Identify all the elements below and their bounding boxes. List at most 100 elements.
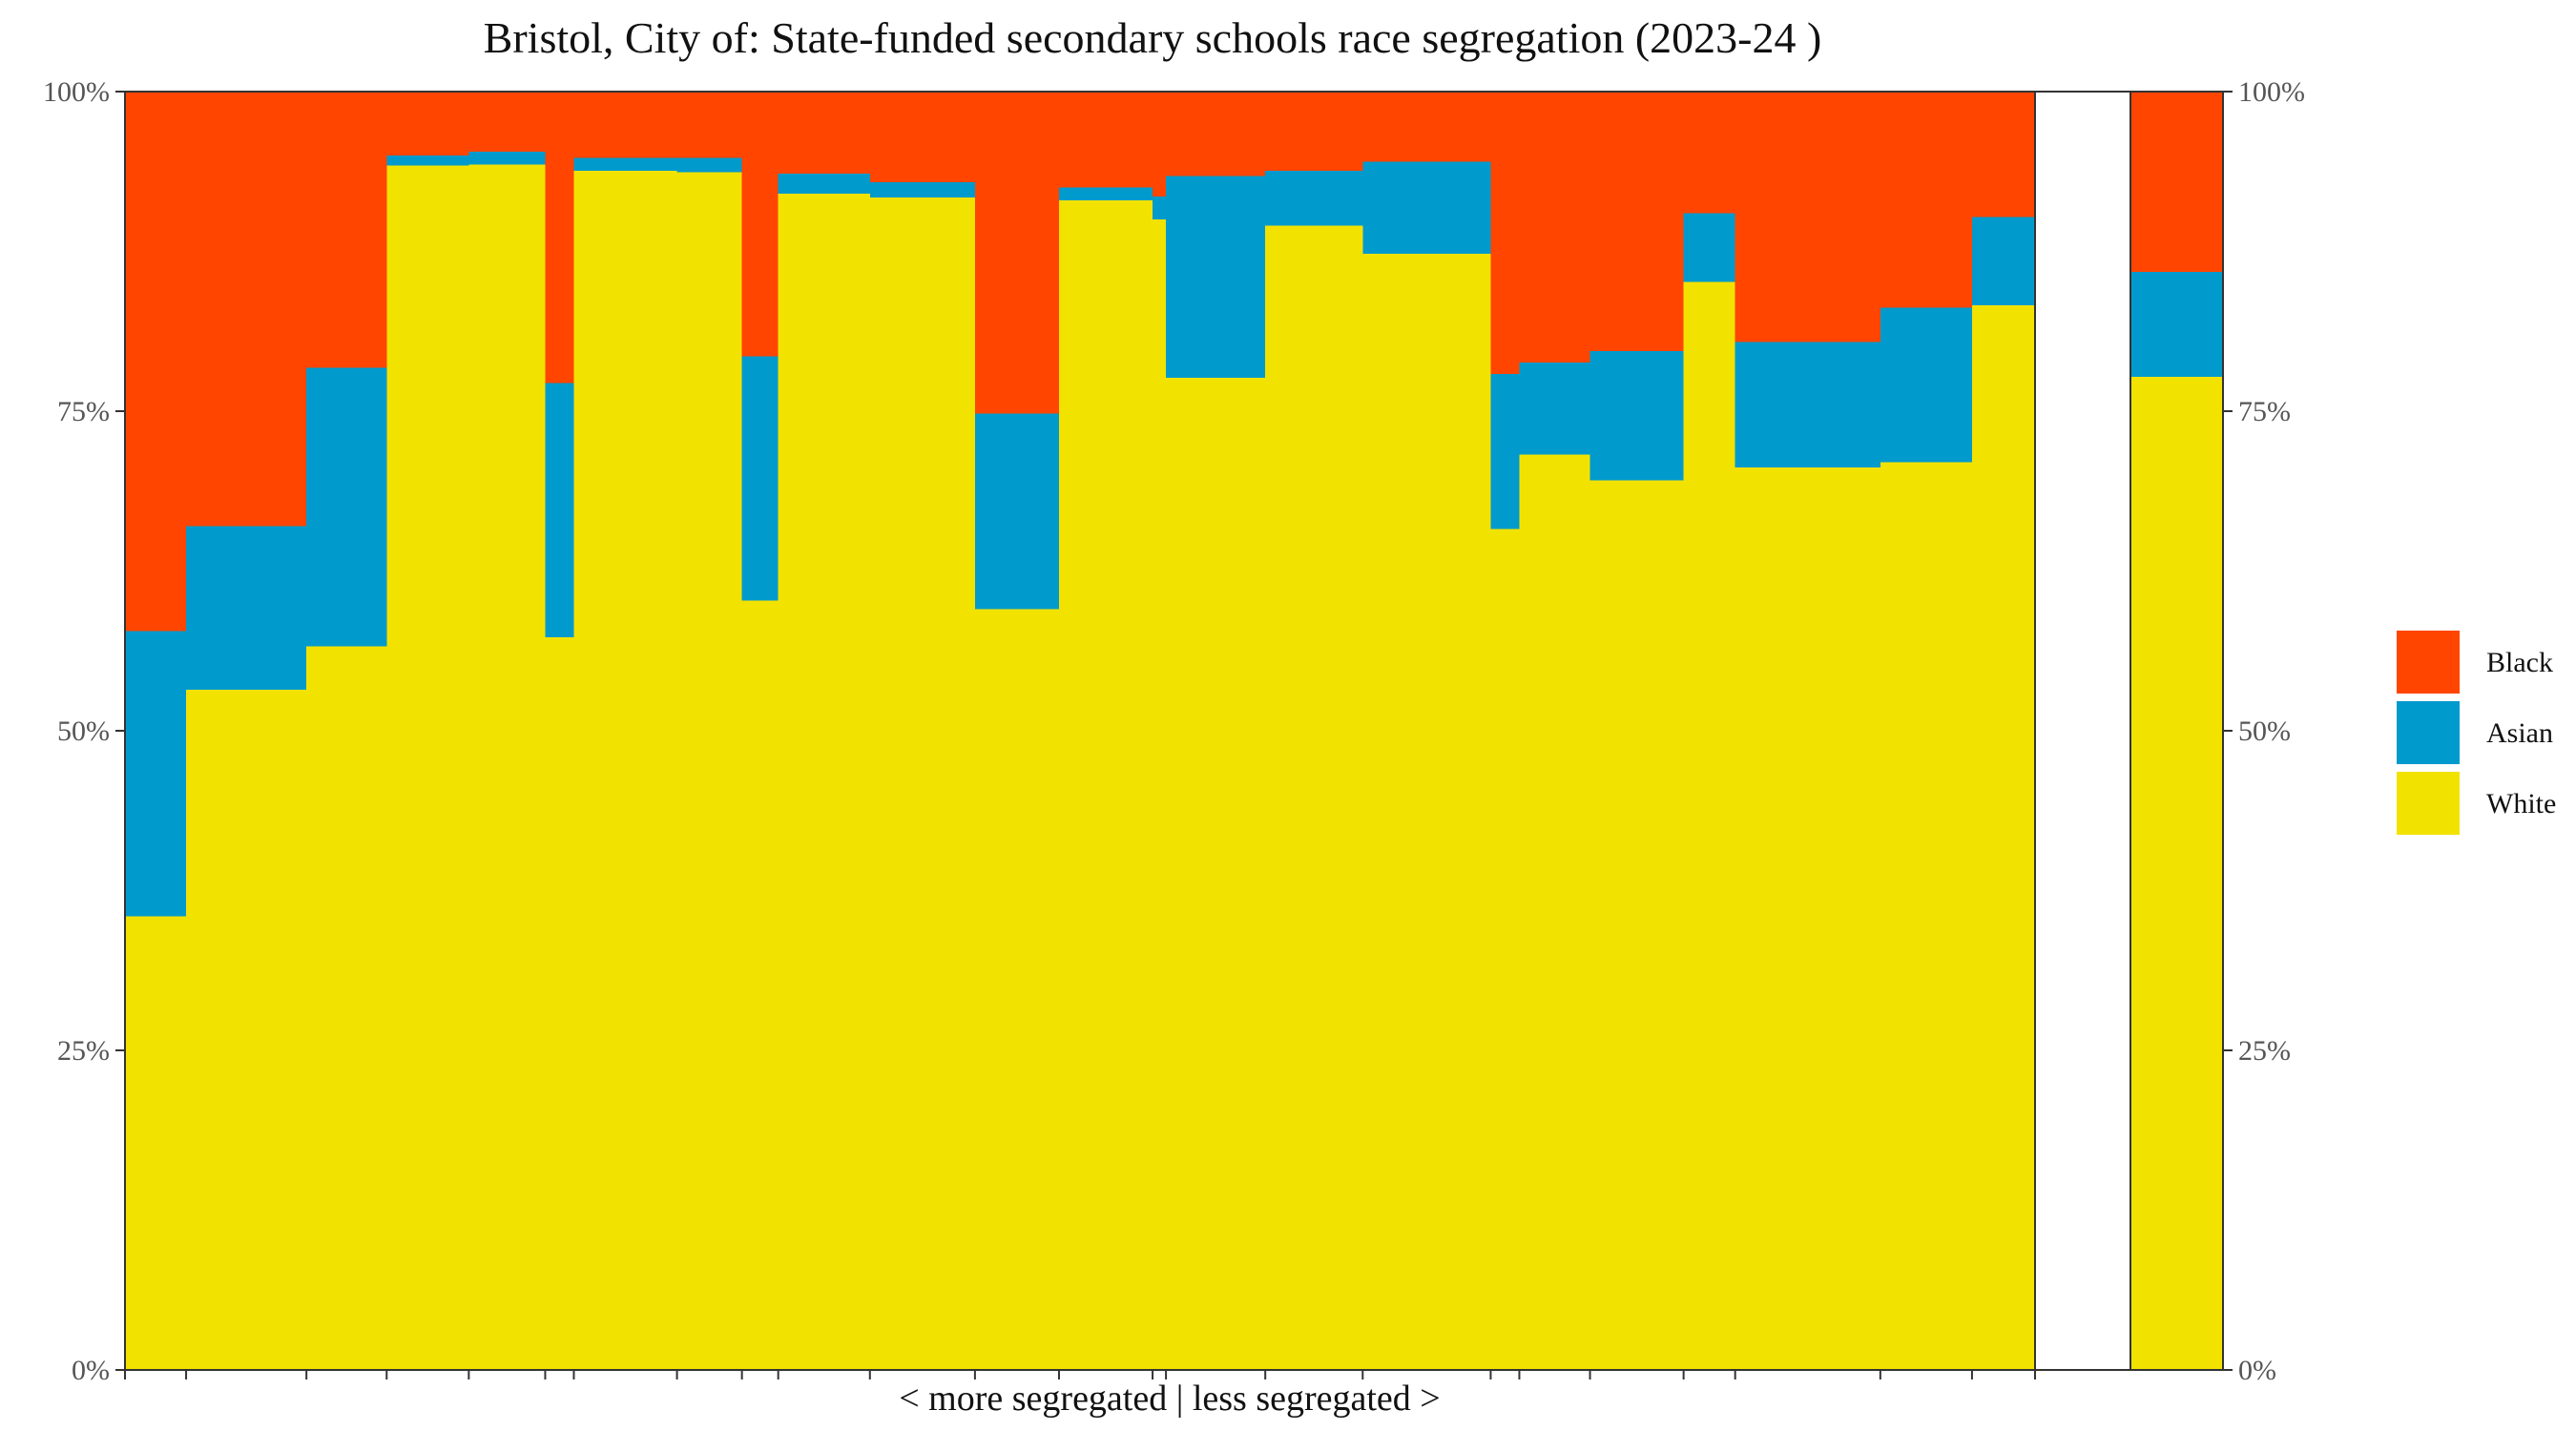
school-white-bar-0 xyxy=(125,916,187,1370)
school-asian-bar-13 xyxy=(1153,196,1167,219)
legend-label-white: White xyxy=(2486,788,2556,819)
school-black-bar-0 xyxy=(125,92,187,632)
overall-white-bar xyxy=(2130,376,2224,1370)
main-bars-group xyxy=(125,92,2036,1371)
school-white-bar-7 xyxy=(676,172,743,1370)
overall-bars-group xyxy=(2130,92,2224,1370)
school-white-bar-21 xyxy=(1735,467,1881,1371)
school-white-bar-23 xyxy=(1971,304,2036,1370)
school-asian-bar-18 xyxy=(1519,363,1591,455)
right-y-tick-label: 100% xyxy=(2238,76,2305,108)
school-black-bar-12 xyxy=(1058,92,1153,188)
right-y-tick-label: 0% xyxy=(2238,1355,2276,1386)
school-white-bar-15 xyxy=(1265,225,1363,1371)
school-black-bar-13 xyxy=(1153,92,1167,197)
school-black-bar-23 xyxy=(1971,92,2036,218)
school-white-bar-3 xyxy=(386,165,469,1371)
school-black-bar-21 xyxy=(1735,92,1881,342)
school-black-bar-15 xyxy=(1265,92,1363,172)
school-asian-bar-11 xyxy=(974,413,1060,610)
school-white-bar-5 xyxy=(545,637,575,1370)
school-asian-bar-20 xyxy=(1683,213,1736,282)
right-y-tick-label: 75% xyxy=(2238,396,2291,427)
school-asian-bar-17 xyxy=(1490,374,1521,529)
school-black-bar-11 xyxy=(974,92,1060,414)
school-asian-bar-10 xyxy=(869,182,976,198)
school-white-bar-4 xyxy=(468,164,547,1370)
school-asian-bar-2 xyxy=(306,367,387,647)
school-black-bar-4 xyxy=(468,92,547,152)
school-asian-bar-16 xyxy=(1362,161,1492,255)
school-black-bar-1 xyxy=(186,92,307,527)
school-black-bar-14 xyxy=(1166,92,1266,176)
school-asian-bar-3 xyxy=(386,156,469,166)
x-axis-label: < more segregated | less segregated > xyxy=(899,1379,1440,1419)
school-white-bar-6 xyxy=(573,171,678,1371)
school-black-bar-5 xyxy=(545,92,575,384)
school-asian-bar-9 xyxy=(778,173,871,195)
school-white-bar-12 xyxy=(1058,199,1153,1370)
school-asian-bar-4 xyxy=(468,151,547,165)
school-asian-bar-1 xyxy=(186,526,307,691)
right-y-axis: 0% 25% 50% 75% 100% xyxy=(2223,76,2305,1386)
legend-swatch-black xyxy=(2397,631,2460,694)
school-asian-bar-5 xyxy=(545,383,575,638)
school-black-bar-3 xyxy=(386,92,469,156)
school-black-bar-20 xyxy=(1683,92,1736,214)
school-asian-bar-15 xyxy=(1265,171,1363,226)
school-asian-bar-19 xyxy=(1589,351,1685,481)
school-white-bar-8 xyxy=(741,600,779,1370)
legend-label-asian: Asian xyxy=(2486,717,2553,749)
left-y-tick-label: 25% xyxy=(57,1035,110,1067)
school-asian-bar-0 xyxy=(125,631,187,917)
left-y-tick-label: 0% xyxy=(72,1355,110,1386)
school-asian-bar-23 xyxy=(1971,217,2036,305)
left-y-tick-label: 100% xyxy=(43,76,110,108)
school-black-bar-6 xyxy=(573,92,678,158)
school-white-bar-9 xyxy=(778,194,871,1371)
left-y-axis: 0% 25% 50% 75% 100% xyxy=(43,76,125,1386)
school-asian-bar-6 xyxy=(573,157,678,172)
school-white-bar-20 xyxy=(1683,281,1736,1370)
school-white-bar-14 xyxy=(1166,378,1266,1370)
school-black-bar-2 xyxy=(306,92,387,368)
school-white-bar-17 xyxy=(1490,529,1521,1370)
left-y-tick-label: 50% xyxy=(57,716,110,747)
legend-swatch-white xyxy=(2397,772,2460,835)
school-black-bar-19 xyxy=(1589,92,1685,352)
x-axis-ticks xyxy=(124,1370,2036,1379)
school-black-bar-18 xyxy=(1519,92,1591,363)
right-y-tick-label: 25% xyxy=(2238,1035,2291,1067)
school-asian-bar-8 xyxy=(741,356,779,601)
school-white-bar-11 xyxy=(974,609,1060,1370)
school-black-bar-16 xyxy=(1362,92,1492,162)
school-white-bar-19 xyxy=(1589,480,1685,1370)
gap-panel-frame xyxy=(2034,91,2131,1371)
school-asian-bar-21 xyxy=(1735,342,1881,467)
school-black-bar-7 xyxy=(676,92,743,158)
left-y-tick-label: 75% xyxy=(57,396,110,427)
school-white-bar-2 xyxy=(306,646,387,1370)
school-asian-bar-7 xyxy=(676,157,743,173)
overall-asian-bar xyxy=(2130,271,2224,377)
school-white-bar-18 xyxy=(1519,454,1591,1370)
school-white-bar-16 xyxy=(1362,254,1492,1371)
school-white-bar-22 xyxy=(1880,462,1973,1371)
school-black-bar-22 xyxy=(1880,92,1973,308)
legend: Black Asian White xyxy=(2397,631,2556,835)
school-white-bar-1 xyxy=(186,690,307,1370)
school-white-bar-10 xyxy=(869,197,976,1371)
school-asian-bar-12 xyxy=(1058,187,1153,200)
school-black-bar-10 xyxy=(869,92,976,183)
right-y-tick-label: 50% xyxy=(2238,716,2291,747)
overall-black-bar xyxy=(2130,92,2224,272)
chart-title: Bristol, City of: State-funded secondary… xyxy=(484,13,1822,62)
legend-label-black: Black xyxy=(2486,647,2553,678)
school-black-bar-17 xyxy=(1490,92,1521,375)
school-asian-bar-14 xyxy=(1166,176,1266,379)
school-asian-bar-22 xyxy=(1880,307,1973,463)
school-white-bar-13 xyxy=(1153,219,1167,1370)
school-black-bar-9 xyxy=(778,92,871,174)
legend-swatch-asian xyxy=(2397,701,2460,764)
